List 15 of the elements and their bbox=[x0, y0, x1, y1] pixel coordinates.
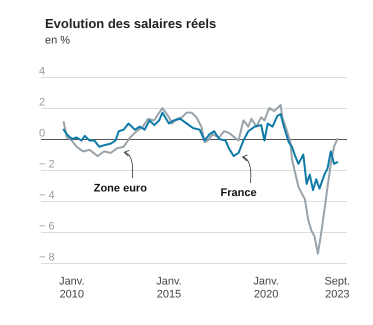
y-tick-label: − 6 bbox=[39, 220, 55, 232]
y-tick-label: 0 bbox=[39, 128, 46, 140]
x-tick-label: Sept. 2023 bbox=[324, 276, 350, 300]
chart-subtitle: en % bbox=[45, 34, 70, 46]
x-tick-label: Janv. 2010 bbox=[59, 276, 85, 300]
x-tick-label: Janv. 2020 bbox=[253, 276, 279, 300]
y-tick-label: 2 bbox=[39, 96, 46, 108]
y-tick-label: 4 bbox=[39, 66, 46, 78]
chart-title: Evolution des salaires réels bbox=[45, 16, 216, 31]
y-tick-label: − 2 bbox=[39, 158, 55, 170]
annotation: Zone euro bbox=[94, 182, 148, 194]
y-tick-label: − 8 bbox=[39, 252, 55, 264]
x-tick-label: Janv. 2015 bbox=[156, 276, 182, 300]
annotation: France bbox=[220, 186, 257, 199]
y-tick-label: − 4 bbox=[39, 190, 55, 202]
